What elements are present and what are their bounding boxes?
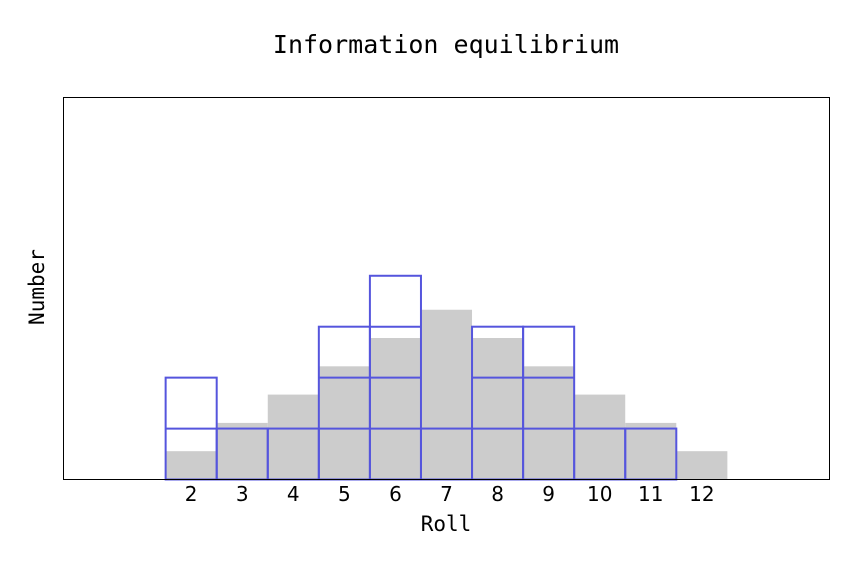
expected-bar xyxy=(216,422,268,480)
x-tick-label: 6 xyxy=(389,482,402,506)
expected-bar xyxy=(318,366,370,480)
x-tick-label: 12 xyxy=(689,482,714,506)
x-axis-label: Roll xyxy=(421,512,472,536)
chart-title: Information equilibrium xyxy=(273,30,619,59)
x-tick-label: 5 xyxy=(338,482,351,506)
expected-bar xyxy=(676,451,728,480)
x-tick-label: 10 xyxy=(587,482,612,506)
expected-bar xyxy=(267,394,319,480)
expected-bar xyxy=(574,394,626,480)
expected-bar xyxy=(165,451,217,480)
x-tick-label: 8 xyxy=(491,482,504,506)
plot-frame xyxy=(63,97,830,480)
x-tick-label: 3 xyxy=(236,482,249,506)
plot-marks xyxy=(164,274,728,481)
expected-bar xyxy=(472,338,524,480)
x-tick-label: 9 xyxy=(542,482,555,506)
y-axis-label: Number xyxy=(25,249,49,325)
expected-bar xyxy=(625,422,677,480)
expected-bar xyxy=(369,338,421,480)
expected-bar xyxy=(420,309,473,480)
x-tick-label: 2 xyxy=(185,482,198,506)
expected-bar xyxy=(523,366,575,480)
x-tick-label: 11 xyxy=(638,482,663,506)
x-tick-label: 4 xyxy=(287,482,300,506)
x-tick-label: 7 xyxy=(440,482,453,506)
